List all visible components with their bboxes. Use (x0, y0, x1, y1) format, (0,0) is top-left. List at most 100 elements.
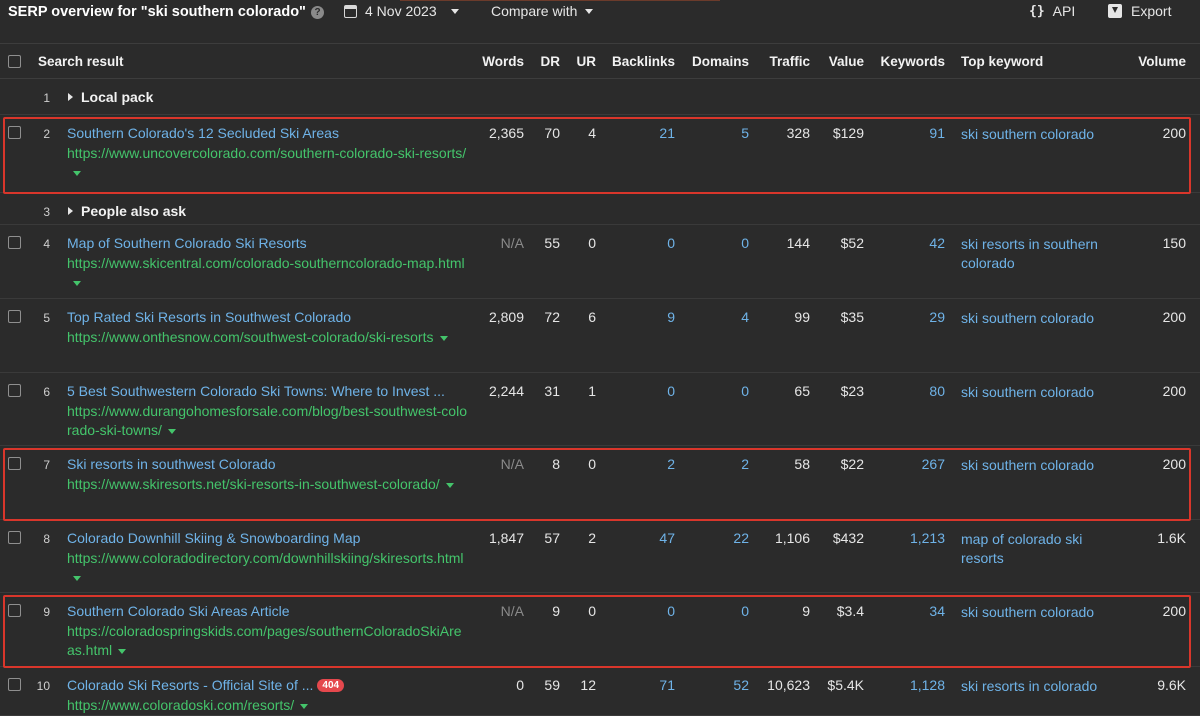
top-keyword-link[interactable]: ski resorts in southern colorado (961, 236, 1098, 271)
cell-keywords[interactable]: 29 (929, 309, 945, 325)
cell-domains[interactable]: 5 (741, 125, 749, 141)
row-checkbox[interactable] (8, 126, 21, 139)
cell-backlinks[interactable]: 0 (667, 383, 675, 399)
top-keyword-link[interactable]: ski southern colorado (961, 457, 1095, 473)
cell-domains[interactable]: 4 (741, 309, 749, 325)
section-toggle-local-pack[interactable]: Local pack (68, 89, 153, 105)
cell-domains[interactable]: 52 (733, 677, 749, 693)
url-dropdown-icon[interactable] (445, 482, 454, 488)
section-label: Local pack (81, 89, 154, 105)
cell-backlinks[interactable]: 0 (667, 235, 675, 251)
col-volume[interactable]: Volume (1138, 54, 1186, 69)
row-checkbox[interactable] (8, 678, 21, 691)
top-accent-line (400, 0, 720, 1)
result-url-link[interactable]: https://www.uncovercolorado.com/southern… (67, 144, 469, 182)
api-button[interactable]: {} API (1029, 3, 1075, 19)
cell-keywords[interactable]: 42 (929, 235, 945, 251)
col-ur[interactable]: UR (576, 54, 597, 69)
date-label: 4 Nov 2023 (365, 3, 437, 19)
col-dr[interactable]: DR (540, 54, 561, 69)
compare-with-button[interactable]: Compare with (491, 3, 594, 19)
top-keyword-link[interactable]: ski southern colorado (961, 310, 1095, 326)
download-icon (1108, 4, 1122, 18)
row-checkbox[interactable] (8, 531, 21, 544)
result-url-link[interactable]: https://www.skiresorts.net/ski-resorts-i… (67, 475, 469, 494)
result-url-link[interactable]: https://coloradospringskids.com/pages/so… (67, 622, 469, 660)
row-checkbox[interactable] (8, 604, 21, 617)
cell-dr: 55 (544, 235, 560, 251)
result-title-link[interactable]: Colorado Downhill Skiing & Snowboarding … (67, 530, 467, 546)
row-checkbox[interactable] (8, 236, 21, 249)
result-title-link[interactable]: Colorado Ski Resorts - Official Site of … (67, 677, 467, 693)
row-checkbox[interactable] (8, 310, 21, 323)
cell-domains[interactable]: 22 (733, 530, 749, 546)
export-button[interactable]: Export (1108, 3, 1171, 19)
cell-keywords[interactable]: 267 (921, 456, 945, 472)
cell-dr: 9 (552, 603, 560, 619)
cell-domains[interactable]: 0 (741, 603, 749, 619)
result-title-link[interactable]: Ski resorts in southwest Colorado (67, 456, 467, 472)
col-traffic[interactable]: Traffic (769, 54, 810, 69)
top-keyword-link[interactable]: map of colorado ski resorts (961, 531, 1083, 566)
cell-domains[interactable]: 0 (741, 383, 749, 399)
cell-dr: 59 (544, 677, 560, 693)
cell-domains[interactable]: 2 (741, 456, 749, 472)
result-title-link[interactable]: Southern Colorado Ski Areas Article (67, 603, 467, 619)
col-search-result[interactable]: Search result (38, 54, 124, 69)
api-braces-icon: {} (1029, 3, 1045, 19)
url-dropdown-icon[interactable] (300, 703, 309, 709)
col-keywords[interactable]: Keywords (880, 54, 945, 69)
col-value[interactable]: Value (828, 54, 864, 69)
cell-backlinks[interactable]: 0 (667, 603, 675, 619)
top-keyword-link[interactable]: ski resorts in colorado (961, 678, 1098, 694)
cell-keywords[interactable]: 91 (929, 125, 945, 141)
cell-backlinks[interactable]: 71 (659, 677, 675, 693)
result-title: Southern Colorado's 12 Secluded Ski Area… (67, 125, 339, 141)
result-url-link[interactable]: https://www.skicentral.com/colorado-sout… (67, 254, 469, 292)
result-url-link[interactable]: https://www.onthesnow.com/southwest-colo… (67, 328, 469, 347)
url-dropdown-icon[interactable] (73, 575, 81, 581)
cell-keywords[interactable]: 1,213 (909, 530, 945, 546)
cell-backlinks[interactable]: 9 (667, 309, 675, 325)
top-keyword-link[interactable]: ski southern colorado (961, 384, 1095, 400)
result-title-link[interactable]: Southern Colorado's 12 Secluded Ski Area… (67, 125, 467, 141)
result-url: https://www.coloradodirectory.com/downhi… (67, 550, 464, 566)
cell-keywords[interactable]: 1,128 (909, 677, 945, 693)
table-row: 4 Map of Southern Colorado Ski Resorts htt… (0, 225, 1200, 299)
section-toggle-people-also-ask[interactable]: People also ask (68, 203, 186, 219)
top-keyword-link[interactable]: ski southern colorado (961, 126, 1095, 142)
url-dropdown-icon[interactable] (118, 648, 127, 654)
select-all-checkbox[interactable] (8, 55, 21, 68)
result-title-link[interactable]: 5 Best Southwestern Colorado Ski Towns: … (67, 383, 467, 399)
table-row: 10 Colorado Ski Resorts - Official Site o… (0, 667, 1200, 716)
cell-words: N/A (500, 235, 524, 251)
cell-domains[interactable]: 0 (741, 235, 749, 251)
cell-words: N/A (500, 456, 524, 472)
result-url: https://www.skicentral.com/colorado-sout… (67, 255, 465, 271)
result-title-link[interactable]: Top Rated Ski Resorts in Southwest Color… (67, 309, 467, 325)
date-selector[interactable]: 4 Nov 2023 (344, 3, 459, 19)
col-top-keyword[interactable]: Top keyword (961, 54, 1044, 69)
result-url-link[interactable]: https://www.coloradoski.com/resorts/ (67, 696, 469, 715)
col-backlinks[interactable]: Backlinks (611, 54, 675, 69)
top-keyword-link[interactable]: ski southern colorado (961, 604, 1095, 620)
cell-traffic: 9 (802, 603, 810, 619)
url-dropdown-icon[interactable] (167, 428, 176, 434)
help-icon[interactable]: ? (311, 6, 324, 19)
url-dropdown-icon[interactable] (73, 280, 81, 286)
row-checkbox[interactable] (8, 457, 21, 470)
result-url-link[interactable]: https://www.durangohomesforsale.com/blog… (67, 402, 469, 440)
row-checkbox[interactable] (8, 384, 21, 397)
cell-keywords[interactable]: 80 (929, 383, 945, 399)
cell-backlinks[interactable]: 2 (667, 456, 675, 472)
col-words[interactable]: Words (482, 54, 524, 69)
url-dropdown-icon[interactable] (73, 170, 81, 176)
result-url-link[interactable]: https://www.coloradodirectory.com/downhi… (67, 549, 469, 587)
url-dropdown-icon[interactable] (439, 335, 448, 341)
api-label: API (1052, 3, 1076, 19)
col-domains[interactable]: Domains (691, 54, 749, 69)
cell-backlinks[interactable]: 21 (659, 125, 675, 141)
cell-backlinks[interactable]: 47 (659, 530, 675, 546)
result-title-link[interactable]: Map of Southern Colorado Ski Resorts (67, 235, 467, 251)
cell-keywords[interactable]: 34 (929, 603, 945, 619)
